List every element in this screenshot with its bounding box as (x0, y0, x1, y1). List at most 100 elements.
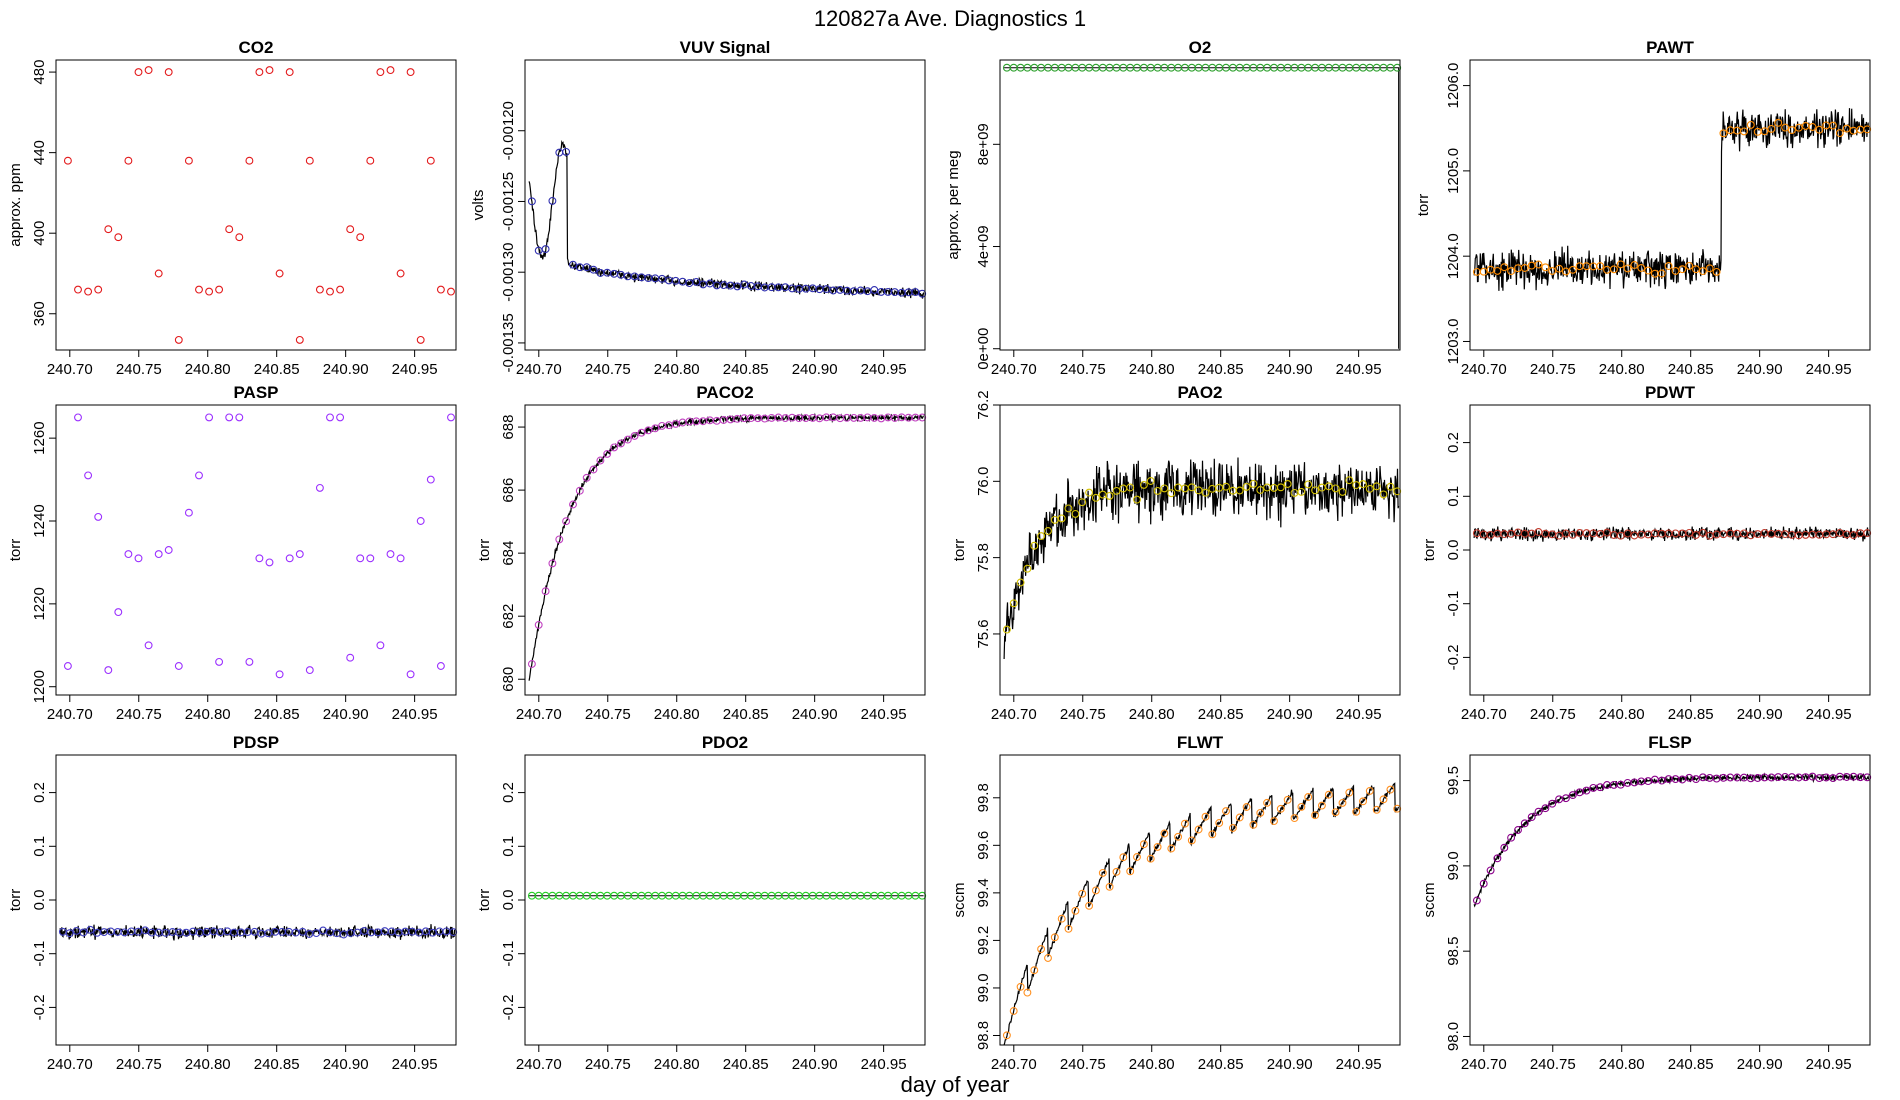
y-tick-label: 682 (500, 604, 517, 629)
x-tick-label: 240.95 (392, 706, 438, 723)
x-tick-label: 240.75 (116, 706, 162, 723)
data-point (356, 554, 365, 563)
panel-title: FLSP (1648, 733, 1691, 752)
y-tick-label: 99.8 (975, 783, 992, 812)
data-point (1863, 529, 1872, 538)
y-tick-label: 0.0 (500, 890, 517, 911)
data-point (1153, 842, 1162, 851)
data-point (1167, 844, 1176, 853)
data-point (235, 413, 244, 422)
x-tick-label: 240.95 (1336, 1056, 1382, 1073)
y-tick-label: 4e+09 (975, 225, 992, 267)
x-tick-label: 240.90 (792, 1056, 838, 1073)
data-point (918, 891, 927, 900)
x-tick-label: 240.75 (1530, 1056, 1576, 1073)
x-tick-label: 240.70 (1461, 361, 1507, 378)
plot-frame (524, 59, 926, 351)
data-point (94, 512, 103, 521)
y-tick-label: -0.1 (31, 941, 48, 967)
data-point (84, 287, 93, 296)
data-point (396, 269, 405, 278)
data-point (225, 413, 234, 422)
data-point (1698, 528, 1707, 537)
x-tick-label: 240.75 (116, 1056, 162, 1073)
data-point (396, 554, 405, 563)
x-tick-label: 240.75 (585, 706, 631, 723)
x-tick-label: 240.70 (991, 706, 1037, 723)
data-point (1235, 813, 1244, 822)
y-axis-label: volts (470, 190, 487, 221)
data-point (1379, 490, 1388, 499)
x-tick-label: 240.80 (185, 361, 231, 378)
data-point (1167, 489, 1176, 498)
data-point (1352, 807, 1361, 816)
data-point (386, 550, 395, 559)
data-point (1160, 829, 1169, 838)
data-point (1133, 853, 1141, 861)
data-point (1283, 795, 1292, 804)
data-point (449, 928, 458, 937)
data-point (582, 263, 591, 272)
data-point (265, 66, 274, 75)
panel-title: PACO2 (696, 383, 753, 402)
data-point (205, 413, 214, 422)
y-tick-label: -0.1 (1445, 591, 1462, 617)
y-tick-label: 0.2 (500, 782, 517, 803)
data-point (569, 500, 577, 509)
data-point (295, 335, 304, 344)
data-point (1002, 1031, 1011, 1040)
data-point (1514, 826, 1522, 834)
data-point (1311, 811, 1320, 820)
data-point (1242, 482, 1251, 491)
panel-vuv-signal: VUV Signal volts 240.70 240.75 240.80 240.85 2… (470, 38, 927, 378)
data-point (1187, 483, 1196, 492)
x-tick-label: 240.95 (392, 1056, 438, 1073)
data-point (1657, 269, 1666, 278)
data-point (1393, 63, 1402, 72)
y-tick-label: 99.0 (1445, 851, 1462, 880)
data-point (1712, 267, 1721, 276)
data-point (235, 233, 244, 242)
data-point (555, 535, 564, 544)
data-point (1044, 954, 1052, 962)
data-point (124, 156, 133, 165)
y-tick-label: 1200 (31, 670, 48, 703)
data-point (1815, 125, 1824, 134)
x-tick-label: 240.75 (116, 361, 162, 378)
data-point (1194, 825, 1203, 834)
data-point (74, 413, 82, 422)
data-point (1781, 123, 1790, 132)
data-point (1767, 124, 1776, 133)
data-point (94, 285, 103, 294)
panel-title: PAO2 (1177, 383, 1222, 402)
plot-frame (524, 404, 926, 696)
data-point (1548, 799, 1557, 808)
data-point (195, 285, 203, 294)
data-point (1139, 840, 1148, 849)
y-tick-label: -0.2 (1445, 644, 1462, 670)
x-tick-label: 240.95 (392, 361, 438, 378)
data-point (124, 550, 133, 559)
y-tick-label: 1220 (31, 587, 48, 620)
data-point (1393, 487, 1402, 496)
data-point (1064, 924, 1073, 933)
data-point (918, 413, 927, 422)
data-point (1085, 488, 1094, 497)
data-point (1705, 264, 1714, 273)
data-point (589, 465, 598, 474)
data-point (275, 670, 284, 679)
y-tick-label: 360 (31, 301, 48, 326)
y-axis-label: torr (7, 889, 24, 912)
y-axis-label: sccm (951, 883, 968, 918)
data-point (298, 927, 307, 936)
y-tick-label: 99.5 (1445, 766, 1462, 795)
data-point (1037, 945, 1046, 954)
data-point (86, 925, 95, 934)
data-point (1242, 803, 1251, 811)
data-point (426, 475, 435, 484)
data-point (114, 608, 123, 617)
data-point (104, 666, 113, 675)
data-point (195, 471, 203, 480)
x-tick-label: 240.80 (1129, 361, 1175, 378)
series-line (1003, 782, 1400, 1046)
